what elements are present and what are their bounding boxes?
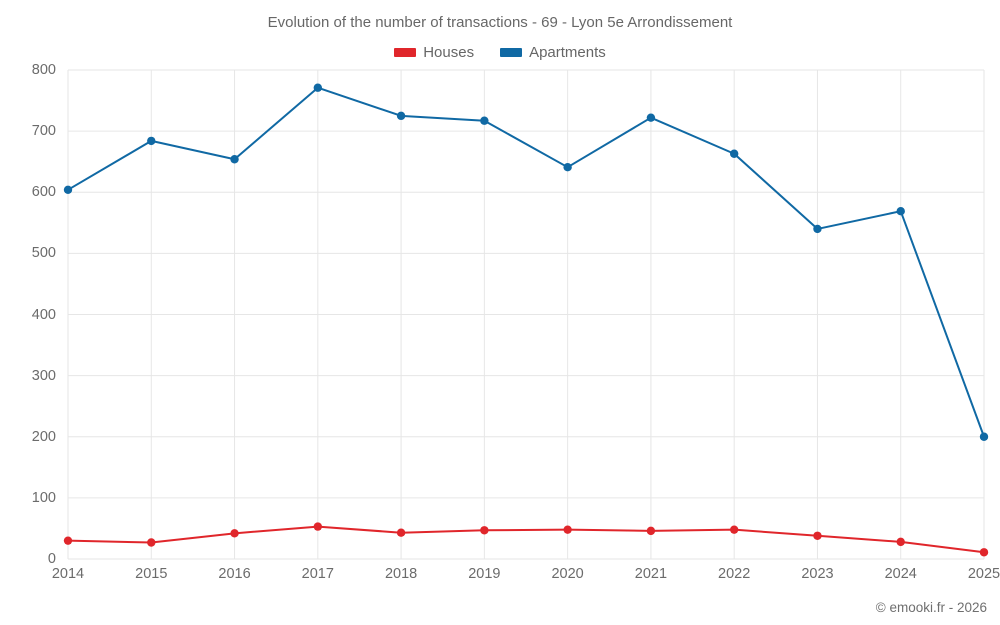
data-point-apartments-2017[interactable] [313,83,323,92]
x-tick-label: 2015 [135,566,168,582]
x-tick-label: 2023 [801,566,834,582]
data-point-houses-2017[interactable] [313,522,323,531]
x-tick-label: 2016 [218,566,251,582]
series-line-houses [67,525,985,554]
data-point-apartments-2019[interactable] [480,116,489,125]
y-tick-label: 400 [31,306,56,323]
data-point-apartments-2014[interactable] [63,185,73,195]
x-tick-label: 2018 [384,566,418,582]
data-point-houses-2014[interactable] [63,536,73,545]
legend-swatch-apartments [500,48,523,57]
data-point-houses-2021[interactable] [646,526,656,536]
data-point-houses-2023[interactable] [813,531,822,540]
y-tick-label: 600 [31,184,56,201]
data-point-apartments-2021[interactable] [646,113,656,122]
series-line-apartments [67,86,985,438]
legend-swatch-houses [394,48,417,57]
x-tick-label: 2014 [51,566,85,582]
x-tick-label: 2021 [634,566,668,582]
series-apartments [63,83,989,441]
data-point-apartments-2018[interactable] [396,111,406,121]
y-tick-label: 700 [31,123,56,140]
data-point-houses-2016[interactable] [230,529,239,538]
x-tick-label: 2025 [967,566,1000,582]
data-point-apartments-2024[interactable] [896,206,905,216]
data-point-houses-2015[interactable] [147,538,156,547]
data-point-apartments-2015[interactable] [147,136,156,146]
data-point-apartments-2025[interactable] [979,432,989,441]
data-point-houses-2025[interactable] [979,548,989,557]
y-tick-label: 200 [31,428,56,445]
chart-legend: Houses Apartments [0,44,1000,61]
x-tick-label: 2019 [468,566,501,582]
x-tick-label: 2017 [301,566,334,582]
x-tick-label: 2024 [884,566,917,582]
data-point-houses-2020[interactable] [563,525,572,534]
legend-item-houses[interactable]: Houses [394,44,474,61]
legend-item-apartments[interactable]: Apartments [500,44,606,61]
y-tick-label: 100 [31,489,56,506]
y-tick-label: 800 [31,62,56,78]
legend-label-houses: Houses [423,44,475,61]
data-point-houses-2024[interactable] [896,537,905,547]
data-point-houses-2019[interactable] [480,526,489,535]
data-point-houses-2022[interactable] [729,525,739,534]
data-point-apartments-2023[interactable] [813,224,822,234]
y-tick-label: 300 [31,367,56,384]
data-point-apartments-2020[interactable] [563,162,572,172]
y-tick-label: 500 [31,245,56,262]
data-point-apartments-2022[interactable] [729,149,739,158]
y-tick-label: 0 [47,551,56,567]
chart-title: Evolution of the number of transactions … [267,14,733,31]
footer-credit: © emooki.fr - 2026 [875,600,987,615]
series-houses [63,522,989,557]
data-point-apartments-2016[interactable] [230,155,239,164]
legend-label-apartments: Apartments [529,44,606,61]
x-tick-label: 2020 [551,566,584,582]
x-tick-label: 2022 [718,566,751,582]
data-point-houses-2018[interactable] [396,528,406,537]
